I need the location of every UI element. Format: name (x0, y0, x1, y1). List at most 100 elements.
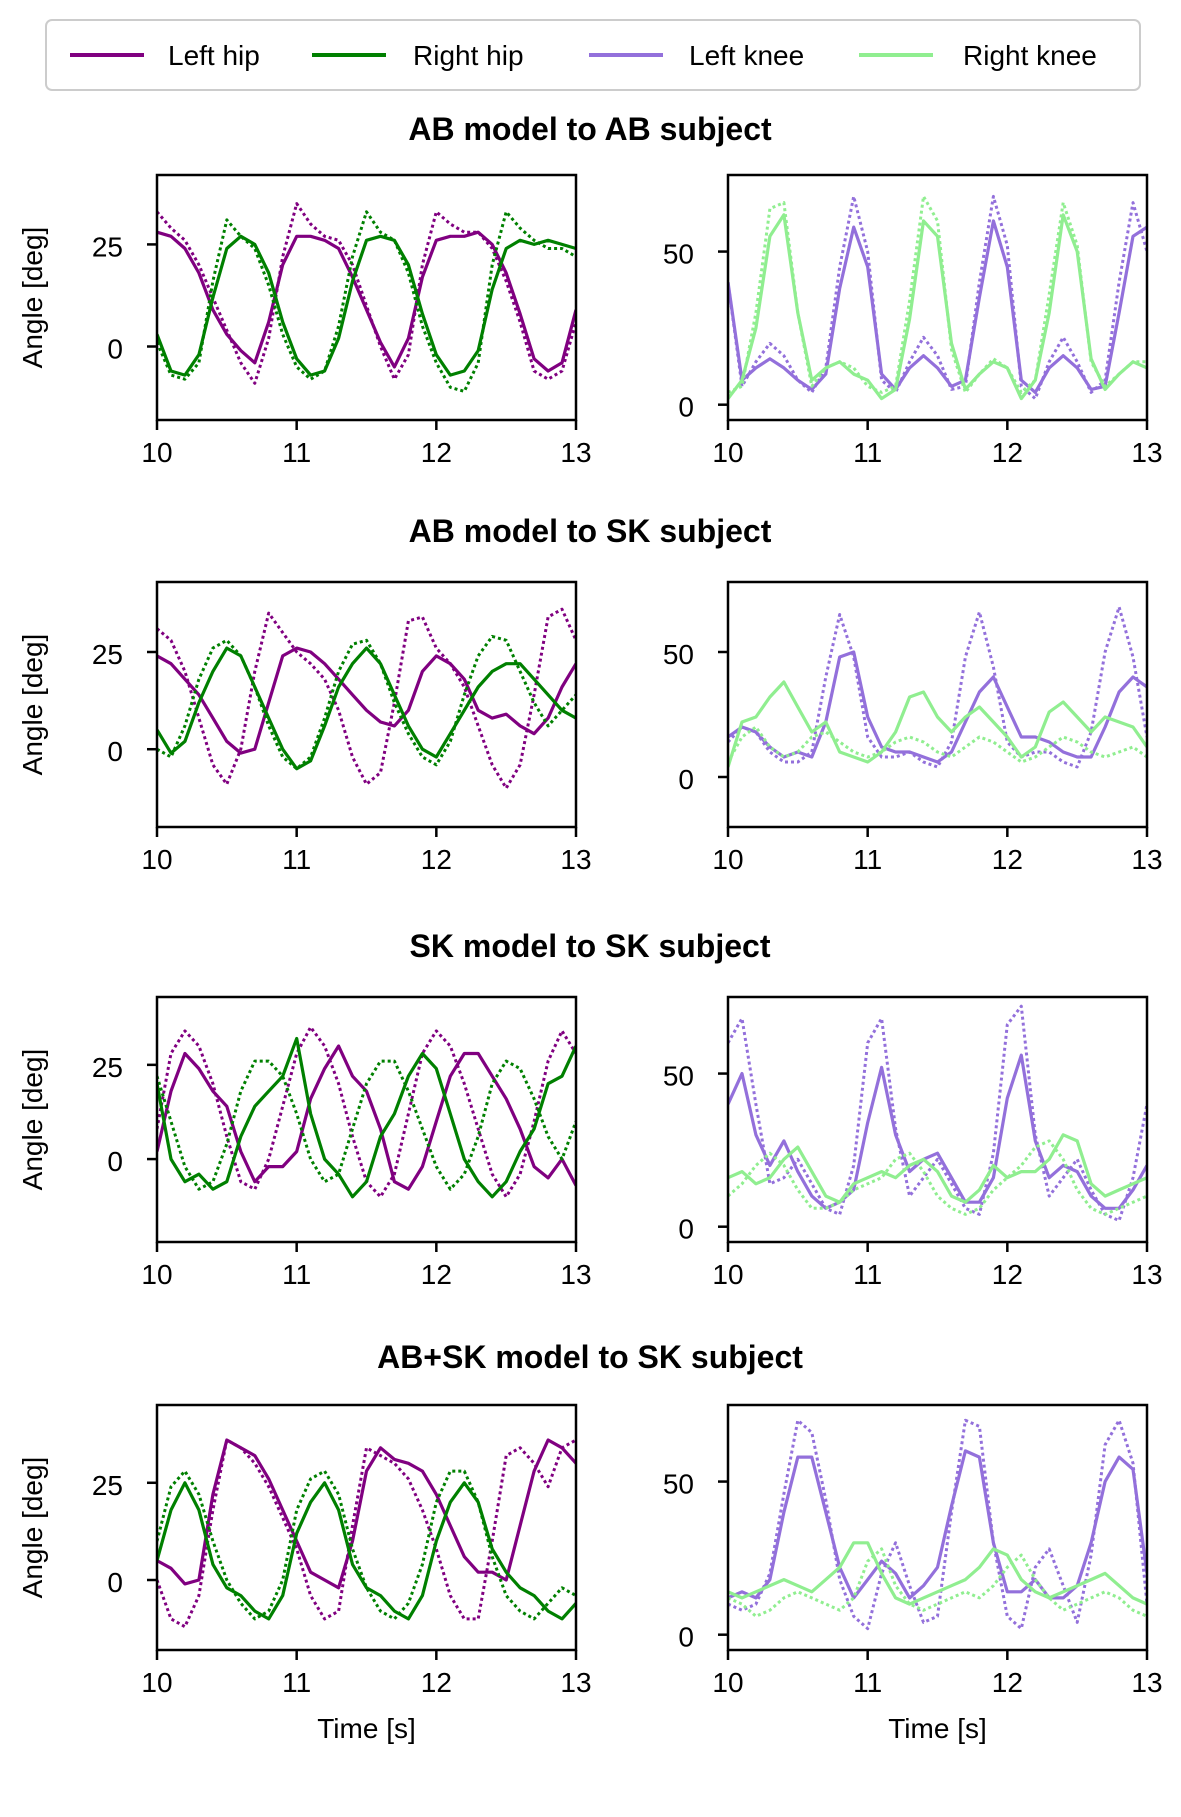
x-tick-label: 11 (853, 1259, 882, 1290)
y-tick-label: 25 (92, 231, 123, 262)
x-tick-label: 10 (141, 1667, 172, 1698)
y-tick-label: 0 (107, 334, 123, 365)
plot-frame (726, 580, 1149, 829)
series-line-reference (728, 1004, 1147, 1223)
series-line-reference (157, 1059, 576, 1191)
series-line (157, 1481, 576, 1621)
legend: Left hip Right hip Left knee Right knee (45, 19, 1141, 91)
x-tick-label: 12 (992, 1259, 1023, 1290)
x-tick-label: 13 (1131, 437, 1162, 468)
chart-panel: 10 11 12 13 0 25 Angle [deg] (17, 995, 592, 1290)
series-line-reference (728, 194, 1147, 394)
x-tick-label: 10 (141, 1259, 172, 1290)
series-line-reference (728, 725, 1147, 764)
plot-frame (726, 173, 1149, 422)
series-line-reference (157, 634, 576, 771)
legend-label: Right knee (963, 40, 1097, 71)
series-line (728, 1541, 1147, 1606)
x-tick-label: 12 (992, 844, 1023, 875)
x-tick-label: 11 (282, 437, 311, 468)
x-tick-label: 10 (712, 437, 743, 468)
x-tick-label: 11 (282, 1667, 311, 1698)
chart-panel: 10 11 12 13 0 50 (663, 995, 1163, 1290)
plot-frame (155, 995, 578, 1244)
series-line (728, 219, 1147, 394)
legend-label: Left hip (168, 40, 260, 71)
x-tick-label: 10 (141, 437, 172, 468)
x-tick-label: 12 (992, 437, 1023, 468)
x-tick-label: 10 (712, 844, 743, 875)
x-tick-label: 12 (421, 1667, 452, 1698)
series-line (157, 1438, 576, 1590)
series-group (728, 1418, 1147, 1631)
plot-frame (726, 1403, 1149, 1652)
y-tick-label: 50 (663, 639, 694, 670)
row-title: SK model to SK subject (410, 928, 771, 964)
panels: AB model to AB subject AB model to SK sub… (17, 111, 1163, 1744)
series-line (728, 680, 1147, 768)
x-tick-label: 11 (853, 1667, 882, 1698)
row-title: AB model to AB subject (408, 111, 772, 147)
chart-panel: 10 11 12 13 0 25 Angle [deg] (17, 173, 592, 468)
y-axis-label: Angle [deg] (17, 634, 48, 776)
series-line-reference (157, 210, 576, 393)
series-line (728, 1133, 1147, 1204)
row-title: AB+SK model to SK subject (377, 1339, 803, 1375)
x-axis-label: Time [s] (888, 1713, 987, 1744)
x-tick-label: 10 (712, 1667, 743, 1698)
plot-frame (155, 173, 578, 422)
series-group (157, 1438, 576, 1629)
y-tick-label: 0 (678, 1622, 694, 1653)
series-group (157, 1025, 576, 1199)
plot-frame (726, 995, 1149, 1244)
x-tick-label: 13 (560, 1259, 591, 1290)
series-line-reference (157, 1469, 576, 1621)
y-tick-label: 25 (92, 1052, 123, 1083)
y-axis-label: Angle [deg] (17, 1049, 48, 1191)
x-tick-label: 11 (282, 1259, 311, 1290)
x-tick-label: 13 (560, 1667, 591, 1698)
chart-panel: 10 11 12 13 0 50 (663, 173, 1163, 468)
y-tick-label: 0 (678, 392, 694, 423)
series-group (728, 1004, 1147, 1223)
series-line (157, 1036, 576, 1199)
x-tick-label: 10 (141, 844, 172, 875)
y-axis-label: Angle [deg] (17, 227, 48, 369)
x-tick-label: 11 (853, 844, 882, 875)
x-tick-label: 12 (421, 1259, 452, 1290)
x-tick-label: 13 (1131, 1259, 1162, 1290)
y-tick-label: 50 (663, 1469, 694, 1500)
x-tick-label: 11 (853, 437, 882, 468)
plot-frame (155, 580, 578, 829)
x-tick-label: 13 (1131, 844, 1162, 875)
x-axis-label: Time [s] (317, 1713, 416, 1744)
series-line-reference (157, 202, 576, 385)
x-tick-label: 12 (421, 437, 452, 468)
series-group (728, 605, 1147, 769)
y-tick-label: 0 (678, 764, 694, 795)
series-line (728, 1449, 1147, 1600)
y-tick-label: 0 (107, 1567, 123, 1598)
y-axis-label: Angle [deg] (17, 1457, 48, 1599)
chart-panel: 10 11 12 13 0 50 Time [s] (663, 1403, 1163, 1744)
series-line-reference (728, 605, 1147, 769)
chart-panel: 10 11 12 13 0 25 Angle [deg] (17, 580, 592, 875)
series-line-reference (728, 1418, 1147, 1631)
y-tick-label: 0 (678, 1214, 694, 1245)
y-tick-label: 50 (663, 1061, 694, 1092)
series-group (157, 202, 576, 393)
y-tick-label: 50 (663, 239, 694, 270)
series-group (157, 607, 576, 790)
chart-panel: 10 11 12 13 0 50 (663, 580, 1163, 875)
series-line (157, 646, 576, 771)
x-tick-label: 11 (282, 844, 311, 875)
x-tick-label: 13 (560, 844, 591, 875)
row-title: AB model to SK subject (409, 513, 772, 549)
chart-panel: 10 11 12 13 0 25 Angle [deg] Time [s] (17, 1403, 592, 1744)
series-line (157, 234, 576, 377)
y-tick-label: 0 (107, 736, 123, 767)
series-line (728, 1053, 1147, 1210)
series-line (157, 646, 576, 755)
series-line (157, 230, 576, 373)
plot-frame (155, 1403, 578, 1652)
